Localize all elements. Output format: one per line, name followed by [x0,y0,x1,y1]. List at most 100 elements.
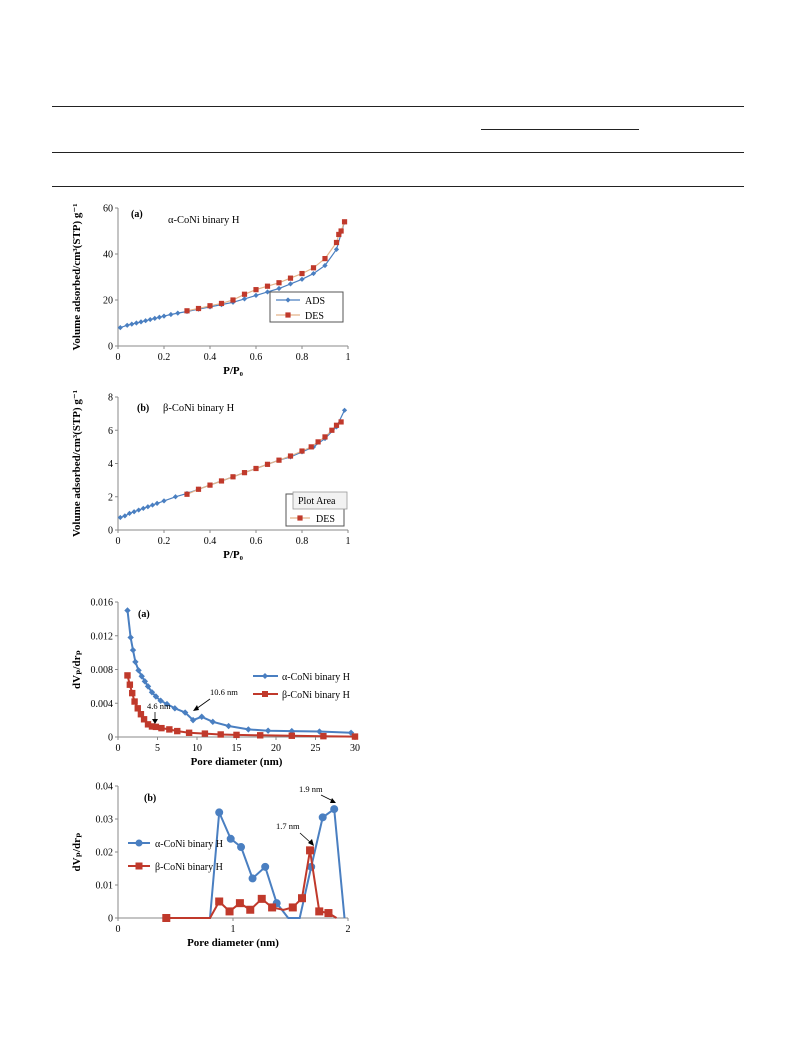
data-point [124,672,131,679]
data-point [129,321,135,327]
data-point [124,607,131,614]
data-point [133,320,139,326]
data-point [233,731,240,739]
data-point [129,689,136,697]
data-point [198,713,205,720]
data-point [324,909,333,918]
series-b [162,846,338,922]
legend-label: β-CoNi binary H [282,690,350,701]
data-point [306,846,315,855]
data-point [152,693,160,700]
data-point [310,270,317,277]
data-point [264,461,271,467]
y-axis-title: dVₚ/drₚ [71,650,83,689]
data-point [138,673,145,680]
data-point [257,732,264,739]
x-tick-label: 0.4 [204,536,217,547]
legend-marker [285,297,291,303]
data-point [184,491,190,497]
legend-marker [135,862,143,870]
data-point [162,914,171,922]
y-axis-title: dVₚ/drₚ [71,832,83,871]
annotation-arrowhead [152,719,158,724]
table-rule-sub [481,129,639,130]
series-b [124,672,359,740]
y-tick-label: 60 [103,204,113,215]
data-point [336,231,342,238]
data-point [156,314,162,320]
data-point [287,275,294,281]
annotation-arrow [299,832,312,844]
data-point [117,514,123,521]
data-point [338,228,344,234]
data-point [322,434,328,440]
y-tick-label: 0 [108,914,113,925]
data-point [225,907,234,916]
data-point [341,407,348,413]
data-point [333,239,340,246]
data-point [131,698,138,705]
y-tick-label: 0 [108,526,113,537]
series-b [184,219,348,314]
y-tick-label: 8 [108,393,113,404]
legend-label: Plot Area [298,496,336,507]
legend-label: β-CoNi binary H [155,862,223,873]
data-point [140,505,146,511]
data-point [246,905,255,914]
data-point [181,709,189,716]
data-point [152,723,160,731]
panel-label: (b) [137,403,149,414]
y-tick-label: 0 [108,733,113,744]
table-rule-mid [52,152,744,153]
x-tick-label: 20 [271,743,281,754]
table-rule-top [52,106,744,107]
data-point [189,716,197,724]
x-tick-label: 10 [192,743,202,754]
data-point [351,733,359,740]
data-point [330,805,339,814]
y-tick-label: 0.012 [91,631,114,642]
annotation-label: 1.9 nm [299,784,323,794]
data-point [207,482,213,488]
y-tick-label: 4 [108,459,113,470]
data-point [148,689,156,696]
data-point [166,726,173,733]
x-tick-label: 0 [116,352,121,363]
table-rule-bottom [52,186,744,187]
annotation-arrow [195,698,211,710]
data-point [127,634,134,641]
data-point [230,474,236,480]
y-tick-label: 40 [103,250,113,261]
data-point [287,281,294,287]
data-point [144,721,152,728]
legend-marker [262,673,268,679]
annotation-arrow [320,794,334,802]
annotation-label: 4.6 nm [147,701,171,711]
x-axis-title: Pore diameter (nm) [187,937,279,949]
panel-label: (a) [138,609,150,620]
data-point [261,862,270,871]
x-tick-label: 0.8 [296,352,309,363]
y-tick-label: 0.016 [91,598,114,609]
y-tick-label: 6 [108,426,113,437]
data-point [226,834,235,843]
data-point [276,457,282,463]
data-point [144,683,152,690]
series-line [166,807,346,919]
data-point [341,219,348,225]
chart-psd-b: 0 1 2 0 0.01 0.02 0.03 0.04 Pore diameter (nm) dV… [71,782,351,950]
data-point [126,510,133,516]
x-tick-label: 25 [311,743,321,754]
data-point [288,903,297,912]
data-point [141,678,149,685]
x-tick-label: 0 [116,743,121,754]
data-point [322,262,328,269]
data-point [163,700,171,708]
data-point [149,502,156,508]
x-tick-label: 0 [116,924,121,935]
y-tick-label: 0.01 [96,881,114,892]
data-point [299,276,305,282]
data-point [171,705,179,712]
x-tick-label: 2 [346,924,351,935]
y-tick-label: 0 [108,342,113,353]
